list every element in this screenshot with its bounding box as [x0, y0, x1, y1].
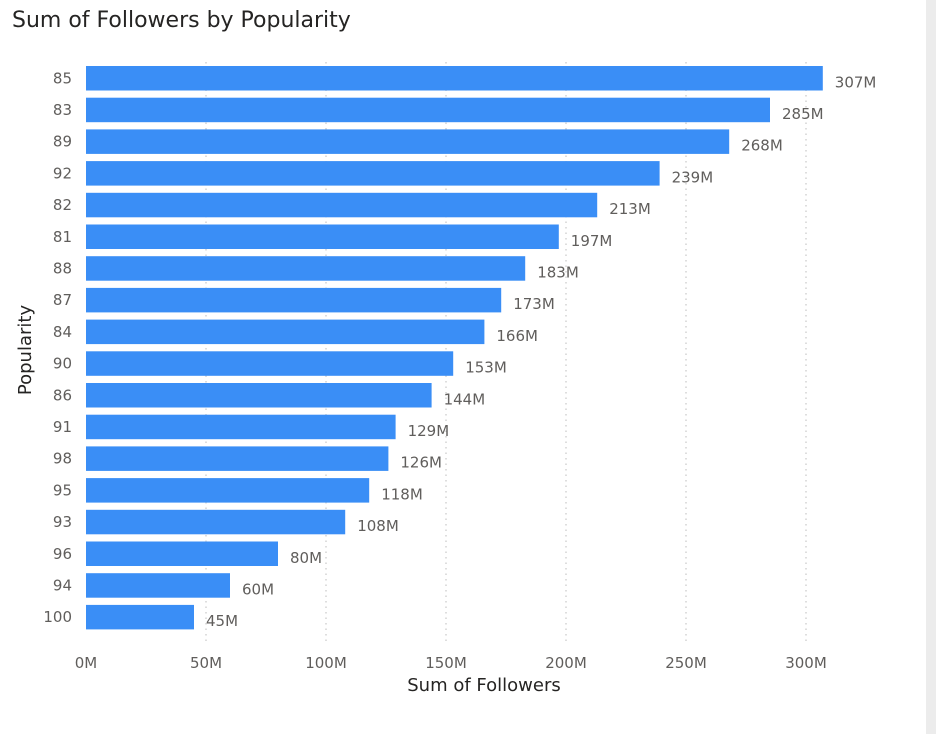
bar-data-label: 45M	[206, 612, 238, 630]
y-category-label: 91	[53, 418, 72, 436]
bar[interactable]	[86, 192, 598, 218]
bar-data-label: 307M	[835, 73, 877, 91]
bar-data-label: 197M	[571, 232, 613, 250]
y-category-label: 84	[53, 323, 72, 341]
bar[interactable]	[86, 287, 502, 313]
bar-data-label: 183M	[537, 263, 579, 281]
x-tick-label: 300M	[785, 654, 827, 672]
y-category-label: 96	[53, 545, 72, 563]
y-category-label: 88	[53, 259, 72, 277]
bar[interactable]	[86, 509, 346, 535]
bar[interactable]	[86, 224, 559, 250]
bar[interactable]	[86, 573, 230, 598]
bar[interactable]	[86, 478, 370, 503]
y-category-label: 100	[43, 608, 72, 626]
bar-data-label: 173M	[513, 295, 555, 313]
bar-data-label: 60M	[242, 580, 274, 598]
y-category-label: 93	[53, 513, 72, 531]
x-tick-label: 150M	[425, 654, 467, 672]
bar[interactable]	[86, 414, 396, 440]
bar[interactable]	[86, 604, 194, 630]
bar[interactable]	[86, 446, 389, 471]
scrollbar-track[interactable]	[926, 0, 936, 734]
y-category-label: 82	[53, 196, 72, 214]
bar[interactable]	[86, 541, 278, 567]
y-category-label: 87	[53, 291, 72, 309]
bar-data-label: 118M	[381, 485, 423, 503]
y-category-label: 90	[53, 355, 72, 373]
bar[interactable]	[86, 66, 823, 91]
bar-data-label: 126M	[400, 454, 442, 472]
y-category-label: 95	[53, 481, 72, 499]
bar-data-label: 80M	[290, 549, 322, 567]
y-category-label: 94	[53, 576, 72, 594]
bar-data-label: 108M	[357, 517, 399, 535]
x-tick-label: 250M	[665, 654, 707, 672]
y-category-label: 92	[53, 164, 72, 182]
bar-data-label: 268M	[741, 137, 783, 155]
bar[interactable]	[86, 383, 432, 408]
bar[interactable]	[86, 97, 770, 123]
bar-data-label: 144M	[444, 390, 486, 408]
y-category-label: 86	[53, 386, 72, 404]
bar-data-label: 129M	[408, 422, 450, 440]
y-category-label: 98	[53, 450, 72, 468]
x-axis-title: Sum of Followers	[407, 675, 560, 696]
bar-data-label: 213M	[609, 200, 651, 218]
labels: 0M 50M 100M 150M 200M 250M 300M 85 307M 83 285M 89 2…	[43, 69, 876, 672]
x-tick-label: 200M	[545, 654, 587, 672]
y-axis-title: Popularity	[15, 305, 36, 396]
bar[interactable]	[86, 161, 660, 186]
bars	[86, 66, 823, 630]
y-category-label: 85	[53, 69, 72, 87]
x-tick-label: 50M	[190, 654, 222, 672]
bar[interactable]	[86, 351, 454, 376]
bar-data-label: 239M	[672, 168, 714, 186]
x-tick-label: 0M	[75, 654, 98, 672]
bar[interactable]	[86, 256, 526, 281]
y-category-label: 83	[53, 101, 72, 119]
bar[interactable]	[86, 129, 730, 154]
bar-data-label: 153M	[465, 359, 507, 377]
y-category-label: 81	[53, 228, 72, 246]
bar-data-label: 285M	[782, 105, 824, 123]
y-category-label: 89	[53, 133, 72, 151]
bar[interactable]	[86, 319, 485, 345]
bar-data-label: 166M	[496, 327, 538, 345]
x-tick-label: 100M	[305, 654, 347, 672]
chart-title: Sum of Followers by Popularity	[12, 8, 351, 33]
